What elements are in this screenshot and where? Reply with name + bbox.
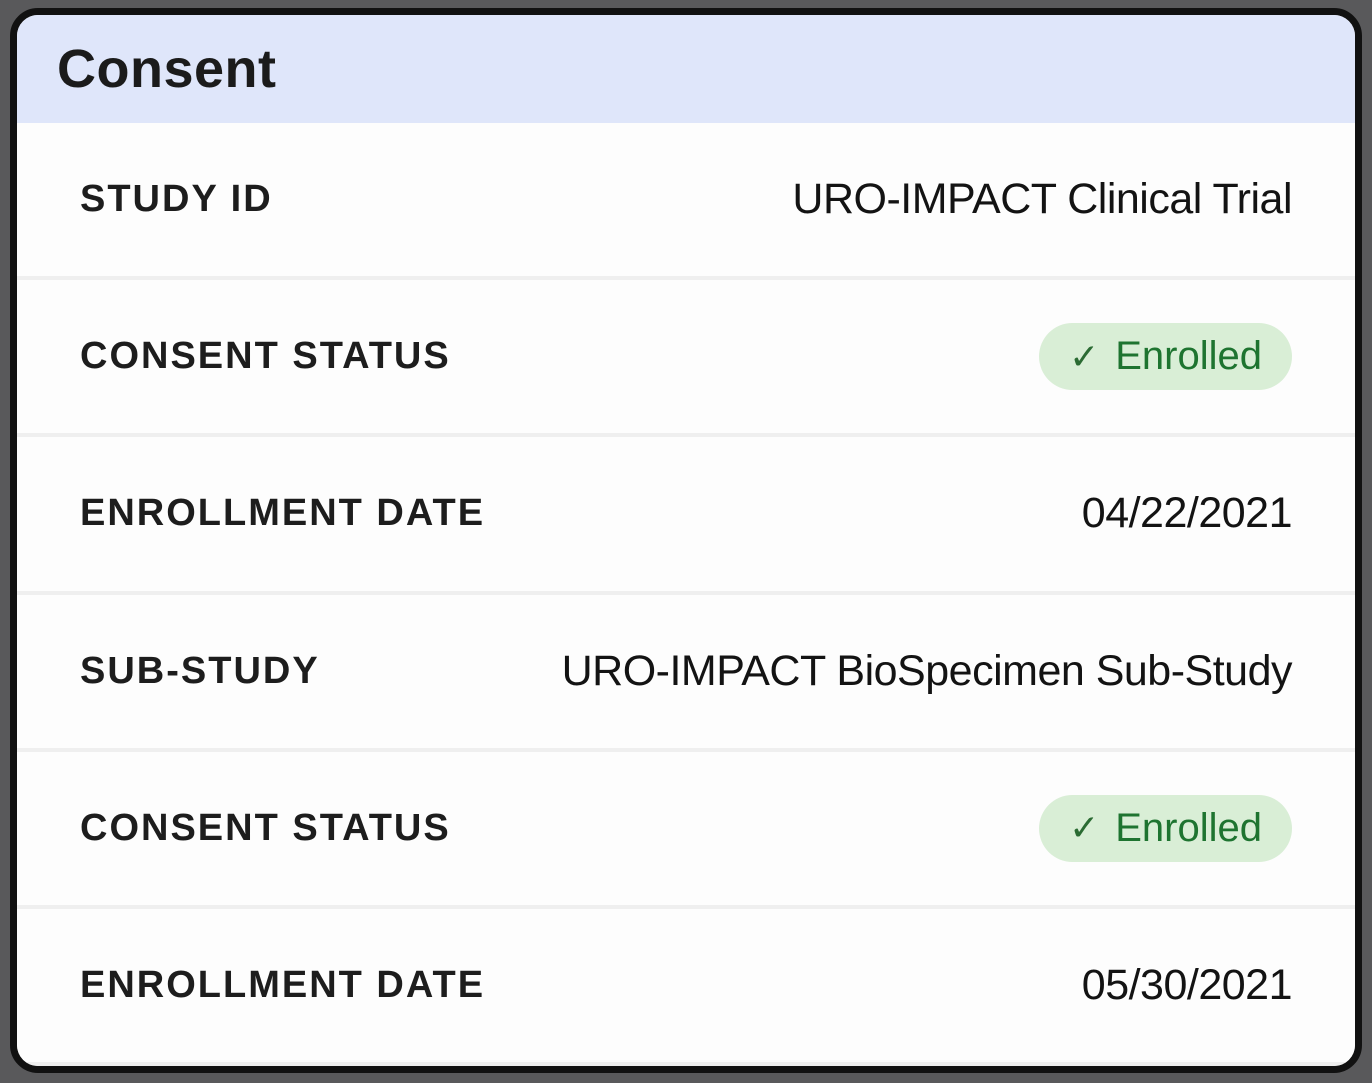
- row-enrollment-date-substudy: ENROLLMENT DATE 05/30/2021: [17, 904, 1355, 1063]
- status-badge: ✓ Enrolled: [1039, 794, 1292, 862]
- row-consent-status: CONSENT STATUS ✓ Enrolled: [17, 276, 1355, 434]
- field-label: SUB-STUDY: [80, 649, 320, 692]
- field-value: 05/30/2021: [1081, 960, 1293, 1009]
- field-label: ENROLLMENT DATE: [80, 492, 486, 535]
- field-value: URO-IMPACT BioSpecimen Sub-Study: [561, 646, 1293, 695]
- row-sub-study: SUB-STUDY URO-IMPACT BioSpecimen Sub-Stu…: [17, 590, 1355, 748]
- status-badge: ✓ Enrolled: [1039, 323, 1292, 391]
- field-value: URO-IMPACT Clinical Trial: [792, 175, 1292, 224]
- consent-card: Consent STUDY ID URO-IMPACT Clinical Tri…: [10, 8, 1362, 1073]
- consent-card-header: Consent: [17, 15, 1355, 123]
- check-icon: ✓: [1069, 807, 1100, 849]
- row-consent-status-substudy: CONSENT STATUS ✓ Enrolled: [17, 747, 1355, 905]
- field-value: 04/22/2021: [1081, 489, 1293, 538]
- card-title: Consent: [57, 39, 277, 99]
- row-study-id: STUDY ID URO-IMPACT Clinical Trial: [17, 123, 1355, 277]
- field-label: CONSENT STATUS: [80, 806, 451, 849]
- field-label: ENROLLMENT DATE: [80, 963, 486, 1006]
- row-enrollment-date: ENROLLMENT DATE 04/22/2021: [17, 433, 1355, 591]
- check-icon: ✓: [1069, 335, 1100, 377]
- field-label: CONSENT STATUS: [80, 335, 451, 378]
- status-badge-label: Enrolled: [1115, 334, 1262, 379]
- field-label: STUDY ID: [80, 178, 273, 221]
- status-badge-label: Enrolled: [1115, 805, 1262, 850]
- consent-rows: STUDY ID URO-IMPACT Clinical Trial CONSE…: [17, 123, 1355, 1066]
